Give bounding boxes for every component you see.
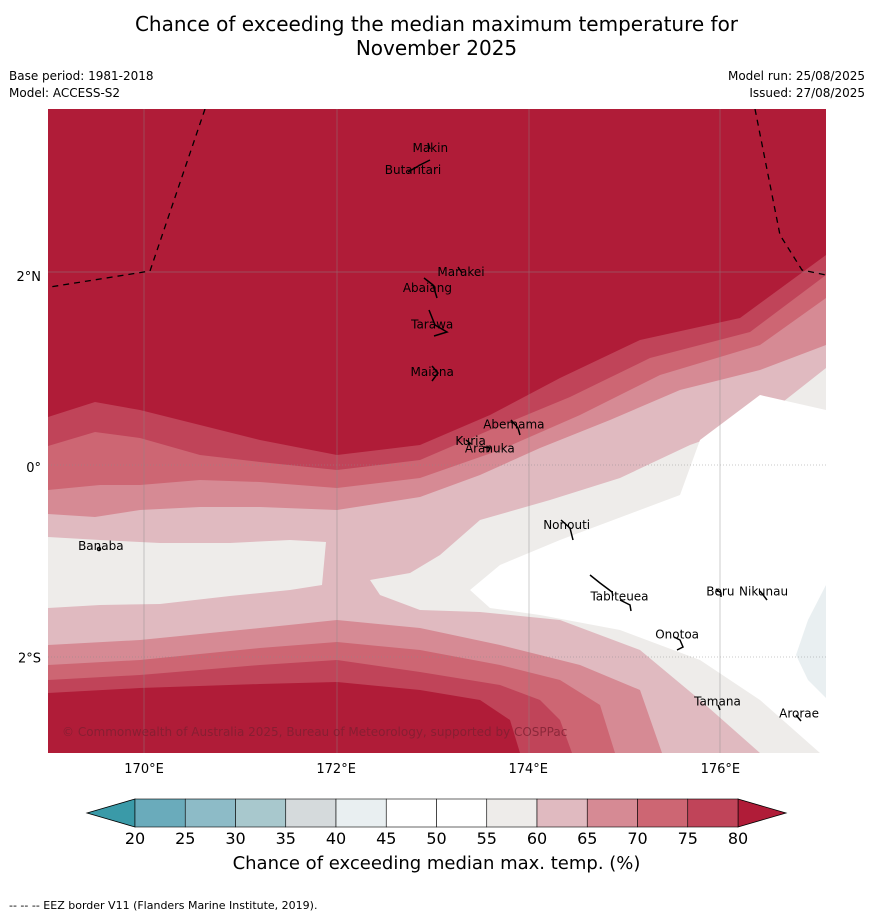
island-label: Tabiteuea xyxy=(589,589,648,603)
model-run: Model run: 25/08/2025 xyxy=(727,69,865,83)
model-name: Model: ACCESS-S2 xyxy=(9,86,121,100)
colorbar-segment xyxy=(436,798,488,828)
colorbar-segment xyxy=(335,798,387,828)
colorbar-tick-label: 30 xyxy=(225,829,245,848)
lon-tick-label: 172°E xyxy=(316,762,356,777)
band-55-60-west xyxy=(48,537,326,608)
chart-title: Chance of exceeding the median maximum t… xyxy=(0,12,873,60)
island-label: Nonouti xyxy=(543,518,590,532)
lat-tick-label: 2°S xyxy=(18,652,41,667)
meta-right: Model run: 25/08/2025 Issued: 27/08/2025 xyxy=(728,68,865,102)
colorbar: 20 25 30 35 40 45 50 55 60 65 70 75 80 xyxy=(85,798,788,848)
colorbar-segment xyxy=(536,798,588,828)
colorbar-segment xyxy=(486,798,538,828)
island-labels: Makin Butaritari Marakei Abaiang Tarawa Maian… xyxy=(78,141,819,721)
lon-tick-label: 170°E xyxy=(124,762,164,777)
colorbar-segment xyxy=(235,798,287,828)
colorbar-segment xyxy=(687,798,739,828)
colorbar-tick-label: 35 xyxy=(276,829,296,848)
colorbar-tick-label: 45 xyxy=(376,829,396,848)
colorbar-low-extend xyxy=(85,798,136,828)
colorbar-tick-label: 70 xyxy=(627,829,647,848)
issued-date: Issued: 27/08/2025 xyxy=(749,86,865,100)
lat-tick-label: 0° xyxy=(26,461,41,476)
copyright-note: © Commonwealth of Australia 2025, Bureau… xyxy=(62,725,567,739)
island-label: Maiana xyxy=(411,365,454,379)
colorbar-tick-label: 20 xyxy=(125,829,145,848)
colorbar-segment xyxy=(134,798,186,828)
lon-tick-label: 174°E xyxy=(508,762,548,777)
colorbar-tick-label: 55 xyxy=(477,829,497,848)
colorbar-high-extend xyxy=(737,798,788,828)
island-label: Tamana xyxy=(693,694,741,708)
colorbar-tick-label: 60 xyxy=(527,829,547,848)
island-outlines xyxy=(96,142,802,722)
band-45-55 xyxy=(470,395,826,753)
island-label: Abaiang xyxy=(403,281,452,295)
island-label: Makin xyxy=(412,141,448,155)
colorbar-tick-label: 50 xyxy=(426,829,446,848)
colorbar-label: Chance of exceeding median max. temp. (%… xyxy=(232,853,641,874)
island-label: Aranuka xyxy=(465,441,515,455)
island-label: Nikunau xyxy=(739,585,788,599)
colorbar-tick-label: 25 xyxy=(175,829,195,848)
gridlines xyxy=(48,109,826,753)
colorbar-segment xyxy=(385,798,437,828)
colorbar-tick-label: 65 xyxy=(577,829,597,848)
lat-tick-label: 2°N xyxy=(17,270,42,285)
island-label: Marakei xyxy=(437,265,484,279)
colorbar-segment xyxy=(586,798,638,828)
island-label: Beru xyxy=(706,585,734,599)
contour-fields: © Commonwealth of Australia 2025, Bureau… xyxy=(48,109,826,753)
eez-border xyxy=(49,109,826,288)
colorbar-tick-label: 80 xyxy=(728,829,748,848)
band-40-45 xyxy=(796,585,826,698)
colorbar-segment xyxy=(184,798,236,828)
island-label: Butaritari xyxy=(385,163,442,177)
island-label: Kuria xyxy=(455,434,486,448)
title-line-2: November 2025 xyxy=(355,36,518,60)
base-period: Base period: 1981-2018 xyxy=(9,69,154,83)
colorbar-tick-label: 75 xyxy=(678,829,698,848)
axis-ticks: 170°E 172°E 174°E 176°E 2°N 0° 2°S xyxy=(17,270,741,777)
island-label: Abemama xyxy=(483,418,544,432)
colorbar-segment xyxy=(637,798,689,828)
colorbar-tick-label: 40 xyxy=(326,829,346,848)
colorbar-segment xyxy=(285,798,337,828)
band-80plus-south xyxy=(48,682,520,753)
island-label: Onotoa xyxy=(655,628,699,642)
lon-tick-label: 176°E xyxy=(701,762,741,777)
title-line-1: Chance of exceeding the median maximum t… xyxy=(134,12,739,36)
island-label: Arorae xyxy=(779,707,819,721)
island-label: Banaba xyxy=(78,539,124,553)
meta-left: Base period: 1981-2018 Model: ACCESS-S2 xyxy=(9,68,154,102)
island-label: Tarawa xyxy=(410,317,453,331)
eez-legend: -- -- -- EEZ border V11 (Flanders Marine… xyxy=(9,899,318,912)
